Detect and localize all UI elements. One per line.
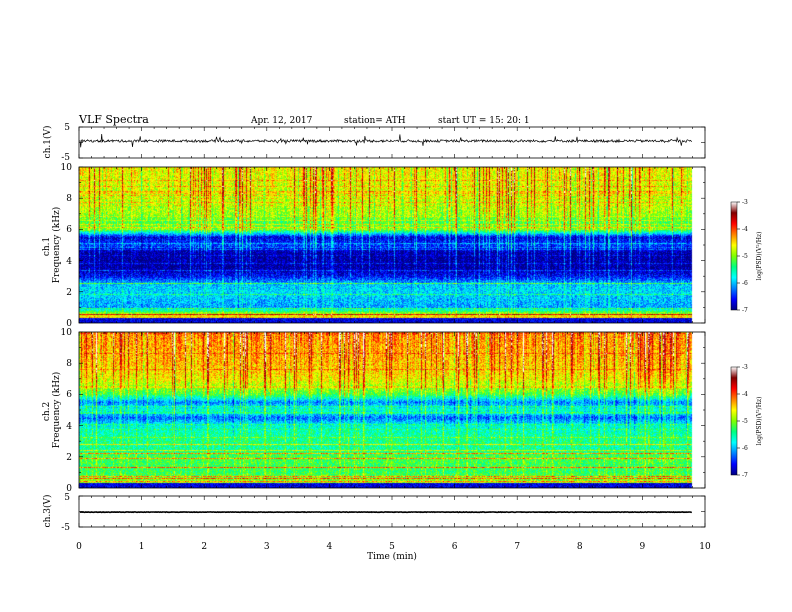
xtick-5: 5 bbox=[389, 542, 395, 552]
ch2-cb-tick-6: -6 bbox=[742, 445, 748, 452]
ch1-spectrogram-image bbox=[79, 167, 705, 323]
ch1-ytick-0: 0 bbox=[66, 319, 72, 329]
ch2-cb-tick-3: -3 bbox=[742, 364, 748, 371]
ch2-cb-tick-4: -4 bbox=[742, 391, 748, 398]
ch2-cb-tick-7: -7 bbox=[742, 472, 748, 479]
xtick-9: 9 bbox=[640, 542, 646, 552]
ch1-cb-tick-7: -7 bbox=[742, 307, 748, 314]
ch2-ytick-8: 8 bbox=[66, 359, 72, 369]
ch2-ytick-4: 4 bbox=[66, 422, 72, 432]
ch1-colorbar-label: log(PSD)(V²/Hz) bbox=[756, 232, 763, 281]
xtick-2: 2 bbox=[201, 542, 207, 552]
xtick-7: 7 bbox=[514, 542, 520, 552]
xtick-0: 0 bbox=[76, 542, 82, 552]
ch1-ytick-6: 6 bbox=[66, 225, 72, 235]
ch1-ytick-bottom: -5 bbox=[61, 153, 70, 163]
x-axis-label: Time (min) bbox=[367, 551, 417, 562]
ch1-waveform-frame bbox=[78, 126, 706, 159]
x-axis: 0 1 2 3 4 5 6 7 8 9 10 Time (min) bbox=[76, 542, 711, 562]
ch2-ytick-2: 2 bbox=[66, 453, 72, 463]
axis-tick-marks bbox=[78, 126, 740, 528]
start-time-label: start UT = 15: 20: 1 bbox=[438, 116, 530, 126]
ch3-ytick-bottom: -5 bbox=[61, 523, 70, 533]
ch1-ytick-4: 4 bbox=[66, 257, 72, 267]
ch1-cb-tick-5: -5 bbox=[742, 253, 748, 260]
ch2-ylabel-line1: ch.2 bbox=[42, 402, 52, 421]
ch2-spectrogram-ylabel: ch.2 Frequency (kHz) bbox=[42, 372, 62, 449]
ch2-colorbar: -3 -4 -5 -6 -7 log(PSD)(V²/Hz) bbox=[730, 364, 763, 479]
ch1-ylabel-line2: Frequency (kHz) bbox=[51, 207, 62, 284]
ch3-waveform-ylabel: ch.3(V) bbox=[42, 495, 53, 528]
ch1-cb-tick-6: -6 bbox=[742, 280, 748, 287]
ch1-waveform-panel: 5 -5 ch.1(V) bbox=[42, 123, 706, 163]
ch1-waveform-trace bbox=[79, 133, 693, 148]
ch2-ytick-10: 10 bbox=[61, 328, 73, 338]
station-label: station= ATH bbox=[344, 116, 406, 126]
ch1-colorbar: -3 -4 -5 -6 -7 log(PSD)(V²/Hz) bbox=[730, 199, 763, 314]
xtick-6: 6 bbox=[452, 542, 458, 552]
ch3-ytick-top: 5 bbox=[64, 493, 70, 503]
ch1-yticks: 0 2 4 6 8 10 bbox=[61, 163, 73, 329]
ch2-ytick-6: 6 bbox=[66, 390, 72, 400]
ch1-cb-tick-3: -3 bbox=[742, 199, 748, 206]
date-label: Apr. 12, 2017 bbox=[250, 116, 313, 126]
ch2-yticks: 0 2 4 6 8 10 bbox=[61, 328, 73, 494]
ch2-ytick-0: 0 bbox=[66, 484, 72, 494]
ch1-ytick-10: 10 bbox=[61, 163, 73, 173]
ch3-waveform-trace bbox=[79, 510, 692, 514]
xtick-8: 8 bbox=[577, 542, 583, 552]
ch2-ylabel-line2: Frequency (kHz) bbox=[51, 372, 62, 449]
ch2-cb-tick-5: -5 bbox=[742, 418, 748, 425]
xtick-1: 1 bbox=[139, 542, 145, 552]
ch1-ytick-2: 2 bbox=[66, 288, 72, 298]
ch1-colorbar-bar bbox=[730, 201, 738, 311]
ch2-spectrogram-image bbox=[79, 332, 705, 488]
ch1-ytick-8: 8 bbox=[66, 194, 72, 204]
ch2-colorbar-label: log(PSD)(V²/Hz) bbox=[756, 397, 763, 446]
ch1-spectrogram-panel: 0 2 4 6 8 10 ch.1 Frequency (kHz) -3 -4 … bbox=[42, 163, 763, 329]
xtick-3: 3 bbox=[264, 542, 270, 552]
ch2-colorbar-bar bbox=[730, 366, 738, 476]
ch1-waveform-ylabel: ch.1(V) bbox=[42, 126, 53, 159]
xtick-10: 10 bbox=[699, 542, 711, 552]
ch2-spectrogram-panel: 0 2 4 6 8 10 ch.2 Frequency (kHz) -3 -4 … bbox=[42, 328, 763, 494]
xtick-4: 4 bbox=[327, 542, 333, 552]
ch1-cb-tick-4: -4 bbox=[742, 226, 748, 233]
ch1-ylabel-line1: ch.1 bbox=[42, 237, 52, 256]
figure-title: VLF Spectra bbox=[78, 113, 149, 126]
ch1-ytick-top: 5 bbox=[64, 123, 70, 133]
ch1-spectrogram-ylabel: ch.1 Frequency (kHz) bbox=[42, 207, 62, 284]
